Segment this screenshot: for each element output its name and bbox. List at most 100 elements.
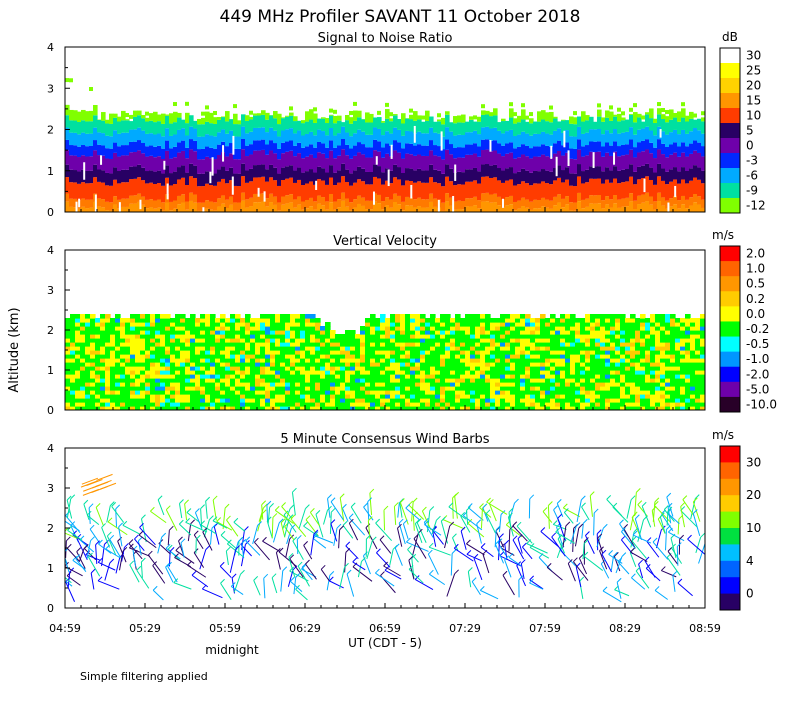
velocity-cell bbox=[200, 394, 206, 399]
velocity-cell bbox=[480, 314, 486, 319]
velocity-cell bbox=[650, 342, 656, 347]
snr-cell bbox=[181, 151, 186, 165]
velocity-cell bbox=[395, 354, 401, 359]
velocity-cell bbox=[115, 370, 121, 375]
velocity-cell bbox=[215, 382, 221, 387]
snr-cell bbox=[109, 159, 114, 173]
velocity-cell bbox=[690, 318, 696, 323]
velocity-cell bbox=[130, 378, 136, 383]
velocity-cell bbox=[195, 402, 201, 407]
snr-cell bbox=[393, 115, 398, 127]
snr-cell bbox=[697, 153, 702, 167]
velocity-cell bbox=[215, 398, 221, 403]
snr-cell bbox=[633, 103, 637, 107]
snr-cell bbox=[101, 207, 106, 212]
snr-cell bbox=[429, 177, 434, 194]
velocity-cell bbox=[670, 386, 676, 391]
velocity-cell bbox=[170, 318, 176, 323]
velocity-cell bbox=[65, 374, 71, 379]
velocity-cell bbox=[145, 370, 151, 375]
velocity-cell bbox=[580, 386, 586, 391]
legend-swatch bbox=[720, 183, 740, 199]
velocity-cell bbox=[205, 366, 211, 371]
velocity-cell bbox=[510, 338, 516, 343]
velocity-cell bbox=[450, 334, 456, 339]
velocity-cell bbox=[85, 322, 91, 327]
velocity-cell bbox=[270, 362, 276, 367]
velocity-cell bbox=[695, 366, 701, 371]
snr-cell bbox=[621, 145, 626, 155]
snr-cell bbox=[657, 176, 662, 193]
velocity-cell bbox=[640, 362, 646, 367]
velocity-cell bbox=[455, 342, 461, 347]
velocity-cell bbox=[470, 314, 476, 319]
velocity-cell bbox=[180, 386, 186, 391]
snr-cell bbox=[133, 142, 138, 152]
velocity-cell bbox=[215, 366, 221, 371]
velocity-cell bbox=[530, 346, 536, 351]
velocity-cell bbox=[250, 322, 256, 327]
snr-cell bbox=[289, 165, 294, 177]
snr-cell bbox=[477, 122, 482, 134]
velocity-cell bbox=[690, 358, 696, 363]
velocity-cell bbox=[385, 374, 391, 379]
velocity-cell bbox=[250, 382, 256, 387]
snr-cell bbox=[309, 155, 314, 169]
wind-barb-flag bbox=[620, 520, 624, 524]
velocity-cell bbox=[150, 314, 156, 319]
velocity-cell bbox=[290, 354, 296, 359]
velocity-cell bbox=[340, 354, 346, 359]
velocity-cell bbox=[470, 350, 476, 355]
legend-swatch bbox=[720, 352, 740, 368]
velocity-cell bbox=[305, 314, 311, 319]
velocity-cell bbox=[225, 350, 231, 355]
velocity-cell bbox=[600, 386, 606, 391]
velocity-cell bbox=[350, 342, 356, 347]
velocity-cell bbox=[110, 346, 116, 351]
velocity-cell bbox=[575, 398, 581, 403]
velocity-cell bbox=[270, 354, 276, 359]
snr-cell bbox=[69, 155, 74, 169]
velocity-cell bbox=[415, 330, 421, 335]
velocity-cell bbox=[350, 358, 356, 363]
snr-cell bbox=[697, 119, 702, 131]
snr-cell bbox=[645, 164, 650, 176]
velocity-cell bbox=[210, 354, 216, 359]
velocity-cell bbox=[610, 330, 616, 335]
snr-cell bbox=[409, 109, 413, 113]
snr-cell bbox=[345, 145, 350, 155]
velocity-cell bbox=[140, 370, 146, 375]
velocity-cell bbox=[135, 394, 141, 399]
velocity-cell bbox=[160, 370, 166, 375]
velocity-cell bbox=[185, 318, 191, 323]
velocity-cell bbox=[305, 386, 311, 391]
velocity-cell bbox=[100, 334, 106, 339]
velocity-cell bbox=[635, 370, 641, 375]
velocity-cell bbox=[535, 362, 541, 367]
velocity-cell bbox=[180, 358, 186, 363]
velocity-cell bbox=[445, 398, 451, 403]
snr-cell bbox=[373, 140, 378, 150]
snr-cell bbox=[617, 134, 622, 146]
velocity-cell bbox=[475, 338, 481, 343]
velocity-cell bbox=[400, 350, 406, 355]
velocity-cell bbox=[685, 378, 691, 383]
velocity-cell bbox=[160, 362, 166, 367]
velocity-cell bbox=[235, 334, 241, 339]
snr-gap bbox=[391, 145, 393, 159]
snr-cell bbox=[649, 205, 654, 212]
snr-cell bbox=[553, 205, 558, 212]
velocity-cell bbox=[200, 358, 206, 363]
velocity-cell bbox=[505, 398, 511, 403]
velocity-cell bbox=[260, 398, 266, 403]
velocity-cell bbox=[285, 366, 291, 371]
velocity-cell bbox=[115, 394, 121, 399]
snr-cell bbox=[457, 115, 462, 122]
snr-cell bbox=[669, 155, 674, 169]
velocity-cell bbox=[640, 342, 646, 347]
velocity-cell bbox=[365, 342, 371, 347]
velocity-cell bbox=[640, 338, 646, 343]
velocity-cell bbox=[265, 362, 271, 367]
velocity-cell bbox=[385, 334, 391, 339]
